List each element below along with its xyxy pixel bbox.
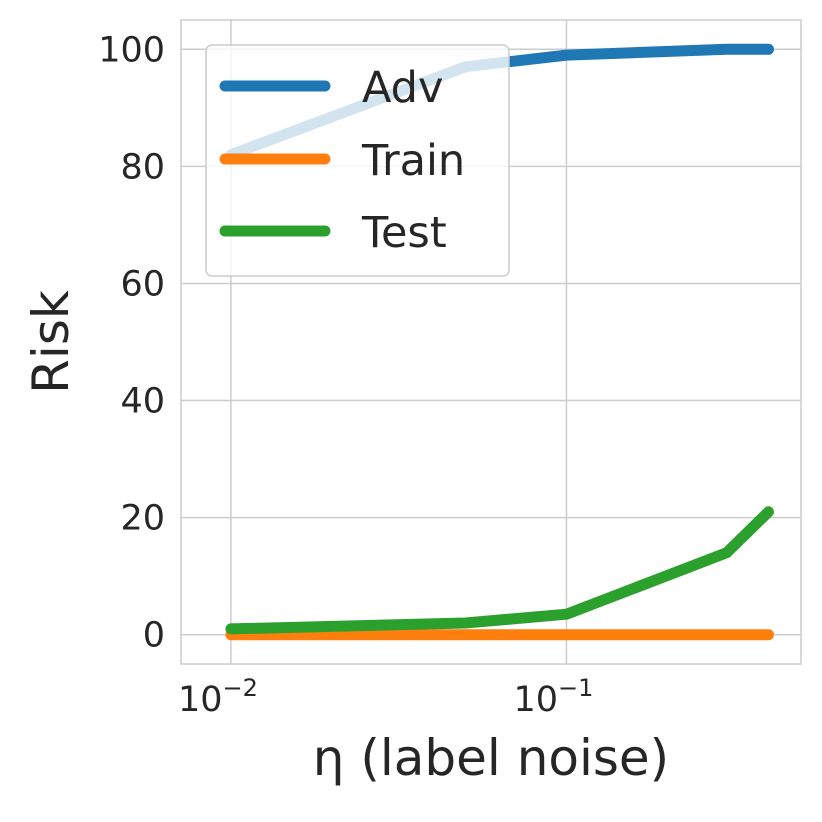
legend-label-adv: Adv [362,63,443,113]
x-tick-label: 10−1 [513,674,593,720]
x-tick-label: 10−2 [178,674,258,720]
legend-label-train: Train [361,136,465,186]
y-tick-label: 80 [120,147,165,187]
x-axis-label: η (label noise) [313,729,669,787]
y-tick-label: 60 [120,264,165,304]
legend-label-test: Test [361,208,447,258]
y-tick-label: 40 [120,382,165,422]
y-tick-label: 20 [120,499,165,539]
plot-frame [180,19,802,665]
legend-box [205,44,510,277]
series-line-test [225,506,774,635]
tick-labels: 0 20 40 60 80 100 10−2 10−1 [98,30,593,720]
y-tick-label: 100 [98,30,165,70]
y-axis-label: Risk [22,290,80,394]
y-tick-label: 0 [143,616,165,656]
legend: Adv Train Test [205,44,510,277]
